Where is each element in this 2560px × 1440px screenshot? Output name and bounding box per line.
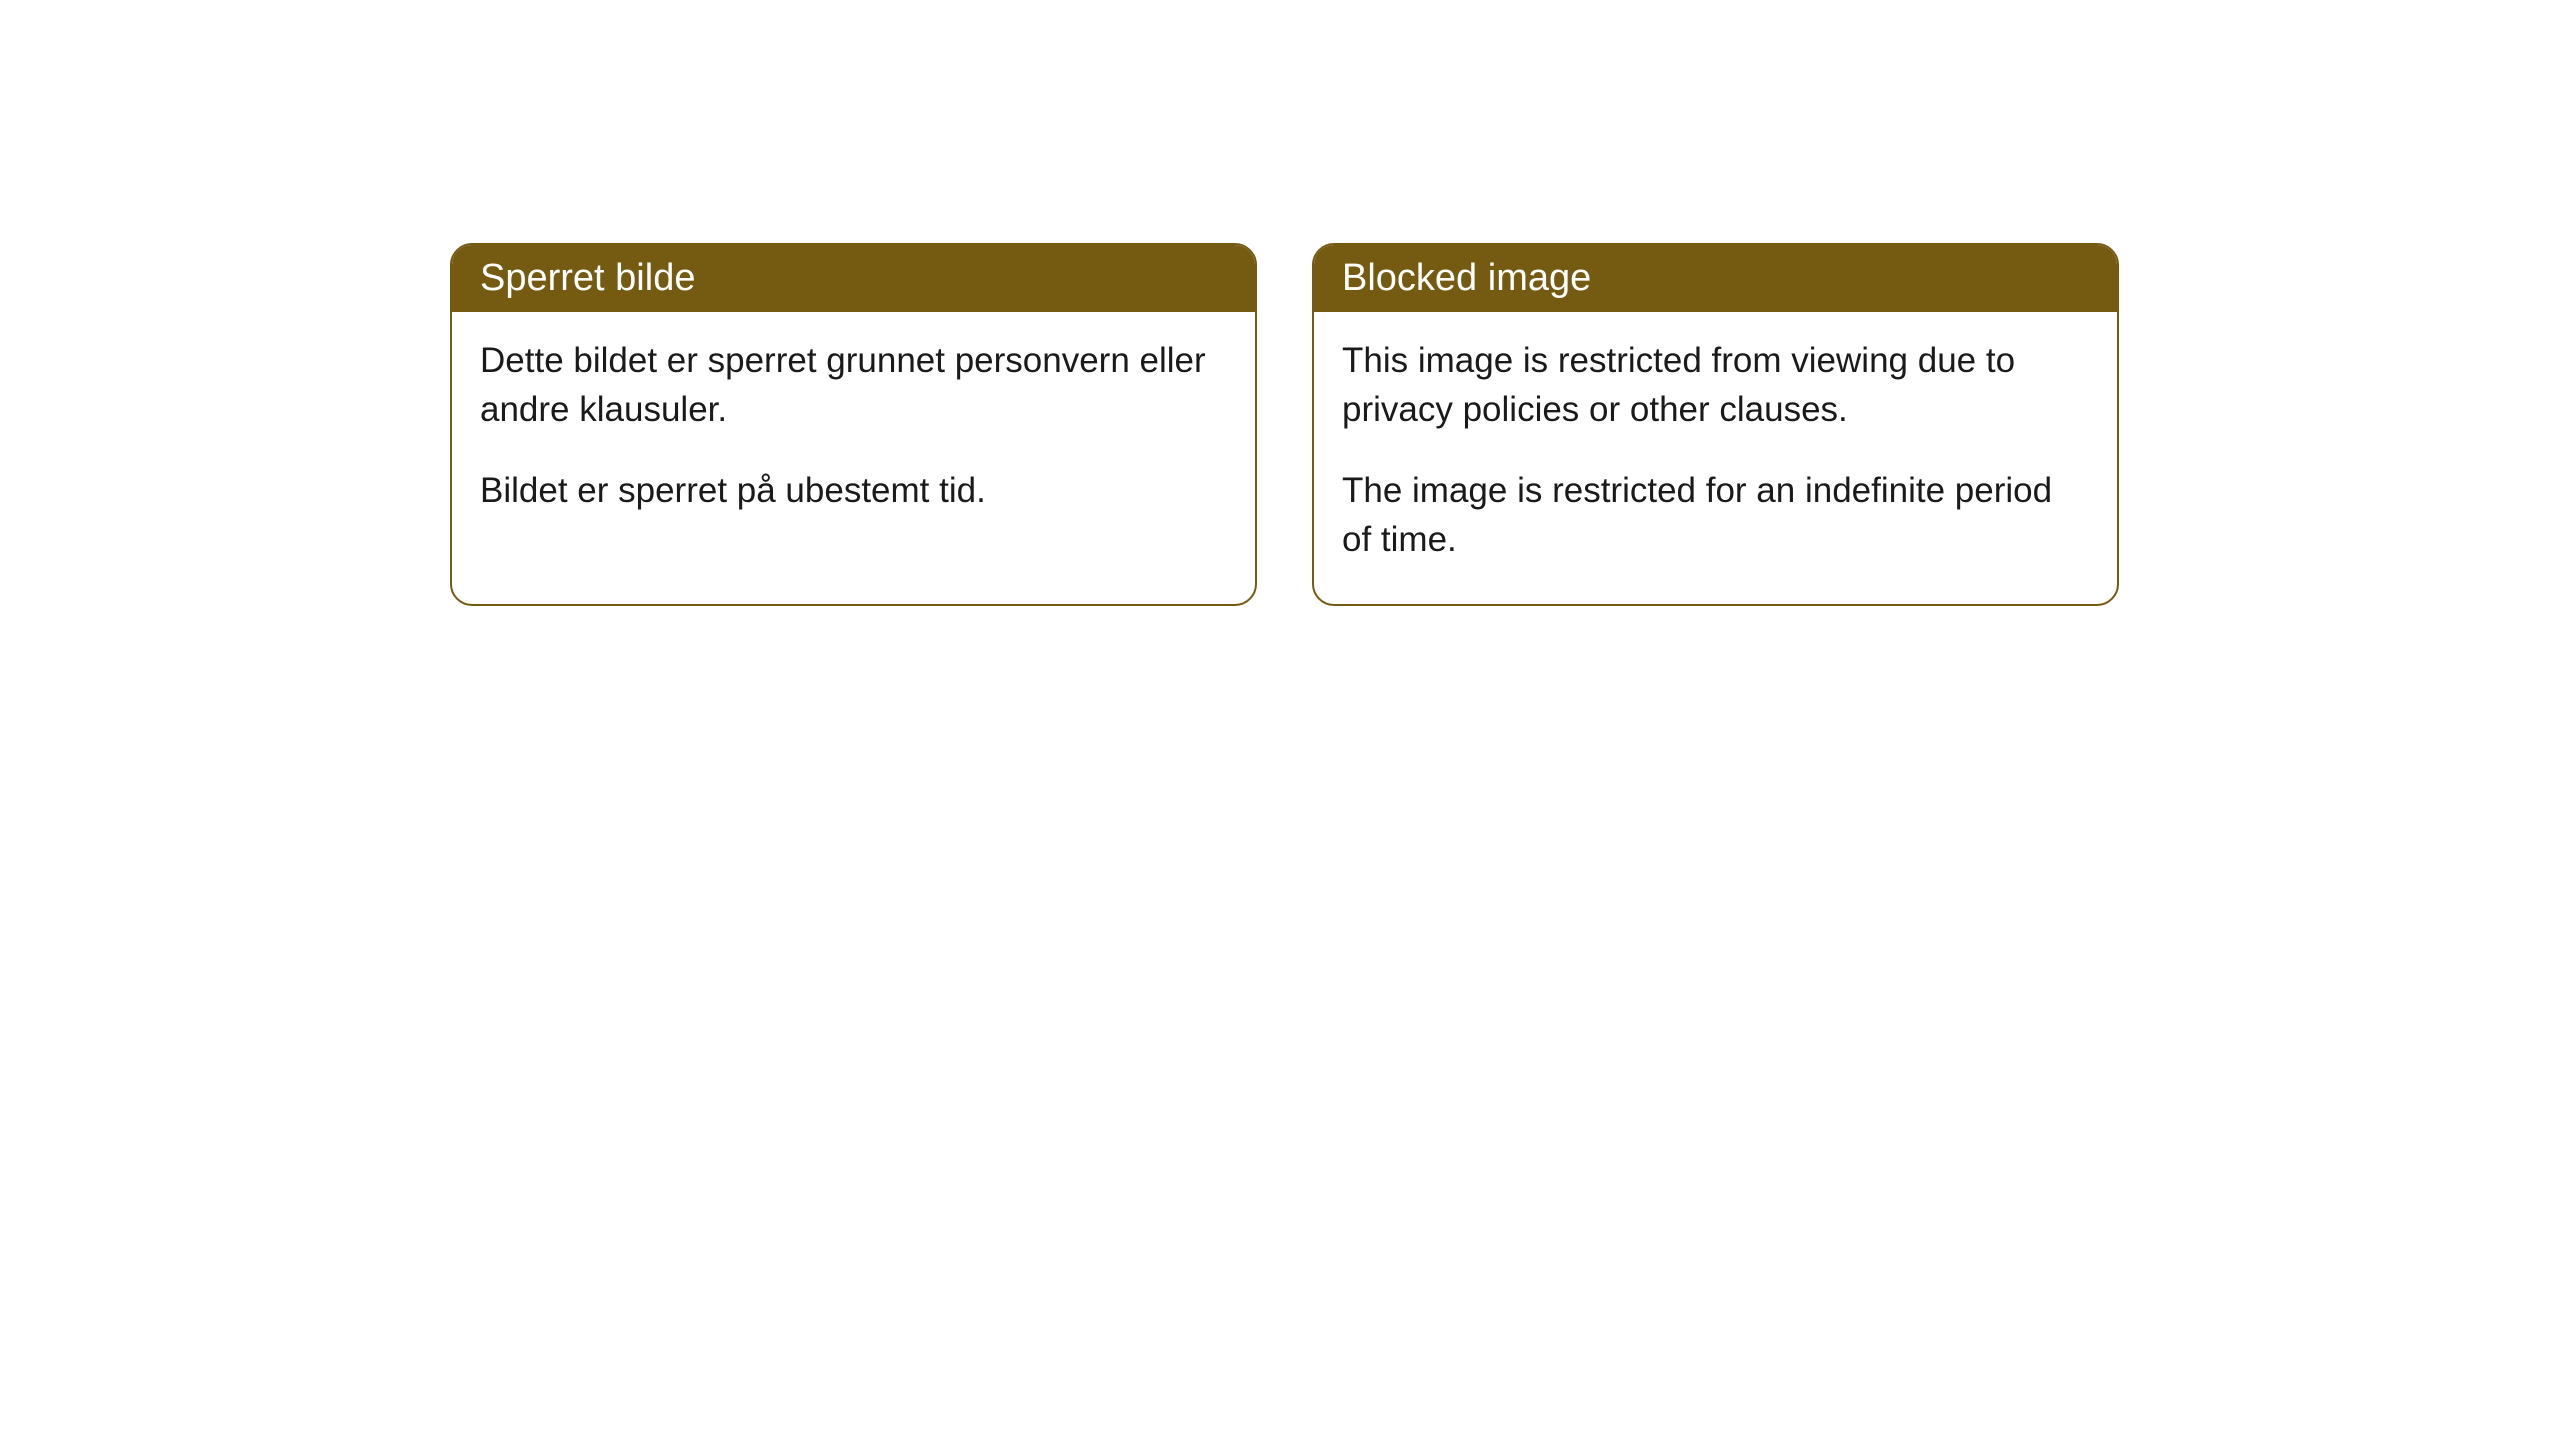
card-paragraph: The image is restricted for an indefinit… (1342, 466, 2089, 564)
card-header: Sperret bilde (452, 245, 1255, 312)
card-header: Blocked image (1314, 245, 2117, 312)
card-title: Blocked image (1342, 257, 1591, 299)
card-paragraph: This image is restricted from viewing du… (1342, 336, 2089, 434)
card-paragraph: Bildet er sperret på ubestemt tid. (480, 466, 1227, 515)
notice-card-english: Blocked image This image is restricted f… (1312, 243, 2119, 606)
card-title: Sperret bilde (480, 257, 695, 299)
card-paragraph: Dette bildet er sperret grunnet personve… (480, 336, 1227, 434)
card-body: This image is restricted from viewing du… (1314, 312, 2117, 604)
card-body: Dette bildet er sperret grunnet personve… (452, 312, 1255, 555)
notice-card-norwegian: Sperret bilde Dette bildet er sperret gr… (450, 243, 1257, 606)
notice-cards-container: Sperret bilde Dette bildet er sperret gr… (450, 243, 2119, 606)
